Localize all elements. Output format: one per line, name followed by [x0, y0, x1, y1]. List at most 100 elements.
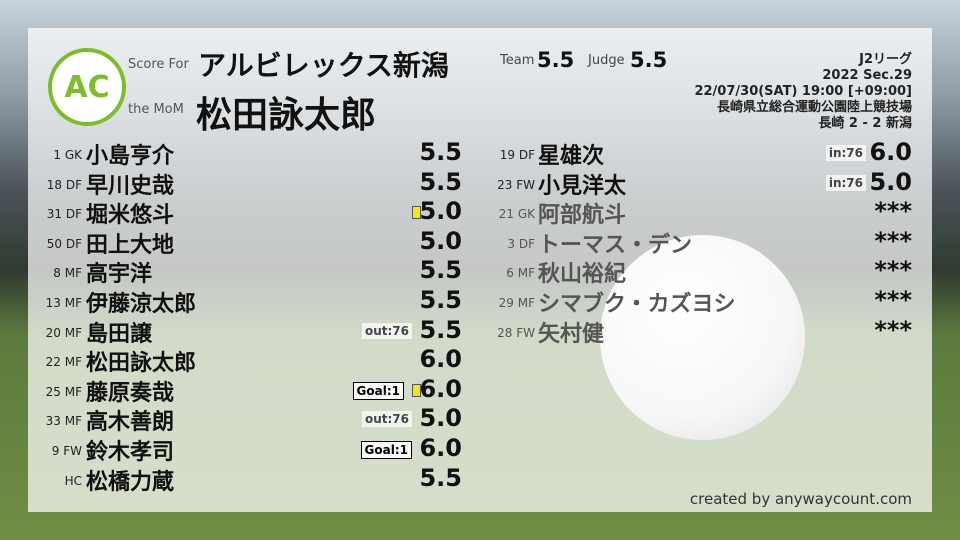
player-row: 31 DF 堀米悠斗 5.0 — [28, 197, 932, 229]
league: J2リーグ — [859, 52, 912, 67]
goal-badge: Goal:1 — [360, 441, 412, 459]
player-name: 星雄次 — [538, 144, 605, 169]
player-number: 1 GK — [53, 148, 82, 162]
player-name: 小島亨介 — [86, 144, 175, 169]
player-name: 秋山裕紀 — [538, 262, 627, 288]
player-row: 18 DF 早川史哉 5.5 — [28, 167, 932, 199]
credit: created by anywaycount.com — [689, 490, 912, 508]
player-number: 23 FW — [497, 177, 535, 192]
player-name: 松橋力蔵 — [86, 469, 175, 495]
player-name: 島田譲 — [86, 321, 153, 347]
player-row: 21 GK 阿部航斗 *** — [28, 197, 932, 229]
player-score: 5.5 — [419, 167, 462, 196]
player-score: *** — [874, 226, 912, 255]
player-score: 6.0 — [869, 138, 912, 166]
player-name: 松田詠太郎 — [86, 351, 197, 377]
player-score: 6.0 — [419, 345, 462, 374]
player-name: 藤原奏哉 — [86, 380, 175, 406]
sub-tag: in:76 — [825, 145, 866, 161]
player-number: 20 MF — [45, 325, 82, 340]
player-row: 6 MF 秋山裕紀 *** — [28, 256, 932, 288]
score-panel — [28, 28, 932, 512]
player-score: *** — [874, 315, 912, 344]
player-name: 堀米悠斗 — [86, 203, 175, 229]
player-row: 19 DF 星雄次 6.0 in:76 — [28, 138, 932, 169]
player-score: 5.5 — [419, 463, 462, 492]
player-number: 19 DF — [499, 148, 535, 162]
team-score: 5.5 — [537, 48, 575, 72]
player-name: 鈴木孝司 — [86, 440, 175, 465]
player-score: 6.0 — [419, 374, 462, 403]
player-name: 伊藤涼太郎 — [86, 292, 197, 317]
player-number: 13 MF — [45, 296, 82, 310]
player-score: 5.0 — [419, 197, 462, 226]
player-score: 5.0 — [419, 226, 462, 255]
player-rows: 1 GK 小島亨介 5.5 18 DF 早川史哉 5.5 31 DF 堀米悠斗 5.… — [28, 0, 932, 540]
mom-label: the MoM — [128, 102, 184, 117]
logo-text: AC — [64, 69, 110, 105]
sub-tag: out:76 — [361, 411, 412, 428]
player-row: 29 MF シマブク・カズヨシ *** — [28, 286, 932, 317]
mom-name: 松田詠太郎 — [196, 95, 377, 136]
player-number: 29 MF — [498, 296, 535, 310]
player-name: 小見洋太 — [538, 173, 627, 199]
player-row: 1 GK 小島亨介 5.5 — [28, 138, 932, 169]
sub-tag: out:76 — [361, 322, 412, 339]
player-number: 22 MF — [45, 355, 82, 370]
player-row: 28 FW 矢村健 *** — [28, 315, 932, 347]
player-score: 5.5 — [419, 138, 462, 166]
judge-score: 5.5 — [630, 48, 668, 72]
anywaycount-logo: AC — [48, 48, 126, 126]
player-name: 高宇洋 — [86, 262, 153, 288]
player-score: 5.0 — [869, 167, 912, 196]
result: 長崎 2 - 2 新潟 — [818, 116, 912, 131]
player-number: 33 MF — [45, 414, 82, 429]
player-row: 8 MF 高宇洋 5.5 — [28, 256, 932, 288]
player-name: シマブク・カズヨシ — [538, 292, 736, 317]
venue: 長崎県立総合運動公園陸上競技場 — [716, 100, 912, 115]
player-score: *** — [874, 286, 912, 314]
player-name: 矢村健 — [538, 321, 605, 347]
player-name: 高木善朗 — [86, 410, 175, 436]
player-number: 3 DF — [507, 236, 535, 251]
player-number: 31 DF — [46, 207, 82, 222]
player-row: 50 DF 田上大地 5.0 — [28, 226, 932, 258]
player-row: 9 FW 鈴木孝司 6.0 Goal:1 — [28, 434, 932, 465]
team-score-label: Team — [500, 53, 535, 68]
player-score: 6.0 — [419, 434, 462, 462]
player-row: 20 MF 島田譲 5.5 out:76 — [28, 315, 932, 347]
player-name: 田上大地 — [86, 232, 175, 258]
player-name: 早川史哉 — [86, 173, 175, 199]
player-number: 6 MF — [506, 266, 535, 281]
yellow-card-icon — [412, 206, 421, 220]
player-row: HC 松橋力蔵 5.5 — [28, 463, 932, 495]
player-row: 33 MF 高木善朗 5.0 out:76 — [28, 404, 932, 436]
sub-tag: in:76 — [825, 174, 866, 191]
player-score: 5.5 — [419, 315, 462, 344]
player-row: 3 DF トーマス・デン *** — [28, 226, 932, 258]
player-row: 25 MF 藤原奏哉 6.0 Goal:1 — [28, 374, 932, 406]
player-number: 18 DF — [46, 177, 82, 192]
player-score: 5.0 — [419, 404, 462, 433]
datetime: 22/07/30(SAT) 19:00 [+09:00] — [694, 84, 912, 99]
player-number: 9 FW — [51, 444, 82, 458]
player-number: 25 MF — [45, 384, 82, 399]
player-row: 23 FW 小見洋太 5.0 in:76 — [28, 167, 932, 199]
player-number: HC — [64, 473, 82, 488]
section: 2022 Sec.29 — [822, 68, 912, 83]
judge-score-label: Judge — [588, 53, 625, 68]
player-score: *** — [874, 256, 912, 285]
player-row: 22 MF 松田詠太郎 6.0 — [28, 345, 932, 377]
player-score: *** — [874, 197, 912, 226]
team-name: アルビレックス新潟 — [198, 49, 449, 82]
player-number: 28 FW — [497, 325, 535, 340]
player-name: 阿部航斗 — [538, 203, 627, 229]
player-score: 5.5 — [419, 256, 462, 285]
player-number: 50 DF — [46, 236, 82, 251]
player-number: 8 MF — [53, 266, 82, 281]
yellow-card-icon — [412, 383, 421, 397]
match-info: J2リーグ 2022 Sec.29 22/07/30(SAT) 19:00 [+… — [694, 52, 912, 132]
goal-badge: Goal:1 — [352, 381, 404, 400]
player-name: トーマス・デン — [538, 232, 693, 258]
player-score: 5.5 — [419, 286, 462, 314]
